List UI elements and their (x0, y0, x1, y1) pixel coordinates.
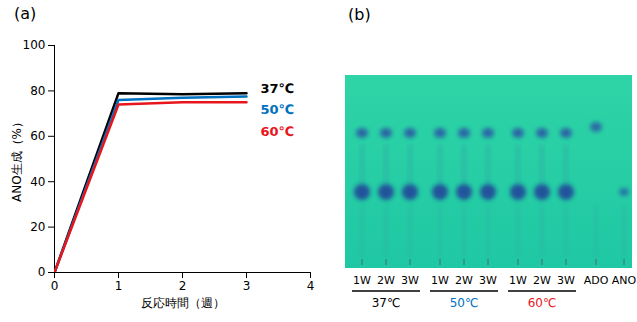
svg-text:3W: 3W (401, 274, 419, 287)
svg-text:60℃: 60℃ (261, 124, 295, 139)
svg-text:(b): (b) (348, 5, 371, 24)
svg-text:1W: 1W (431, 274, 449, 287)
svg-text:ANO生成（%）: ANO生成（%） (10, 116, 24, 202)
svg-text:100: 100 (23, 38, 46, 52)
svg-text:37℃: 37℃ (372, 296, 401, 310)
svg-text:3W: 3W (479, 274, 497, 287)
svg-text:3W: 3W (557, 274, 575, 287)
svg-text:50℃: 50℃ (450, 296, 479, 310)
svg-text:60: 60 (30, 129, 45, 143)
svg-text:ADO: ADO (584, 274, 609, 287)
svg-text:2W: 2W (533, 274, 551, 287)
svg-text:50℃: 50℃ (261, 102, 295, 117)
svg-text:1: 1 (115, 279, 123, 293)
svg-text:4: 4 (307, 279, 315, 293)
html-text:(a): (a) (14, 4, 37, 23)
svg-text:2: 2 (179, 279, 187, 293)
svg-text:2W: 2W (455, 274, 473, 287)
svg-text:60℃: 60℃ (528, 296, 557, 310)
svg-text:20: 20 (30, 220, 45, 234)
svg-text:0: 0 (38, 265, 46, 279)
svg-text:40: 40 (30, 175, 45, 189)
svg-text:ANO: ANO (612, 274, 637, 287)
svg-text:2W: 2W (377, 274, 395, 287)
svg-text:反応時間（週）: 反応時間（週） (141, 296, 225, 310)
svg-text:37℃: 37℃ (261, 81, 295, 96)
svg-text:3: 3 (243, 279, 251, 293)
svg-text:80: 80 (30, 84, 45, 98)
svg-text:0: 0 (51, 279, 59, 293)
svg-text:1W: 1W (509, 274, 527, 287)
svg-text:1W: 1W (353, 274, 371, 287)
